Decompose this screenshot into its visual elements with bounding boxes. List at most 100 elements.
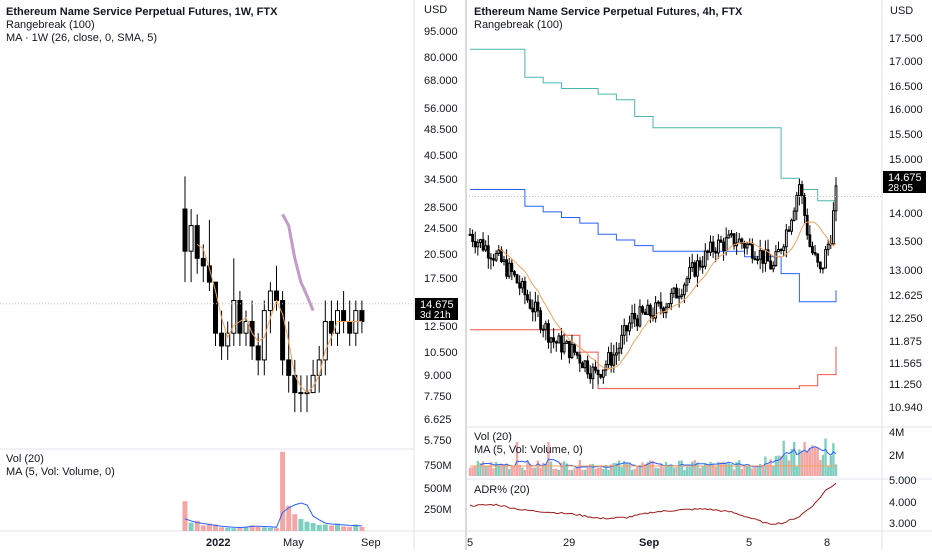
right-ma-line <box>498 221 837 370</box>
right-candle <box>479 239 482 243</box>
left-price-axis[interactable]: USD 95.000 80.000 68.000 56.000 48.500 4… <box>424 4 458 516</box>
right-volume-bar <box>489 462 493 476</box>
left-volume-bar <box>261 527 267 531</box>
right-candle <box>573 343 576 353</box>
left-volume-ma-line <box>184 502 362 529</box>
left-volume-bar <box>200 525 206 531</box>
right-volume-bar <box>722 461 725 476</box>
right-volume-bar <box>657 468 660 476</box>
right-candle <box>756 258 759 261</box>
left-legend[interactable]: Ethereum Name Service Perpetual Futures,… <box>6 6 277 45</box>
left-candle <box>194 225 200 259</box>
right-y-tick: 10.940 <box>889 402 923 414</box>
right-vol-legend[interactable]: Vol (20) MA (5, Vol: Volume, 0) <box>474 431 583 457</box>
right-candle <box>795 194 799 212</box>
left-volume-bar <box>316 524 322 531</box>
right-candle <box>557 335 561 344</box>
right-candle <box>499 249 503 262</box>
right-volume-bar <box>526 460 529 476</box>
left-volume-bar <box>341 526 347 531</box>
right-candle <box>656 301 660 304</box>
right-volume-bar <box>625 463 629 476</box>
right-candle <box>664 306 668 314</box>
right-volume-bar <box>560 462 563 476</box>
right-candle <box>570 343 574 359</box>
left-legend-ma[interactable]: MA · 1W (26, close, 0, SMA, 5) <box>6 32 157 44</box>
right-candle <box>745 243 749 249</box>
right-volume-bar <box>508 469 511 476</box>
right-candle <box>620 334 624 349</box>
left-candle <box>359 310 365 322</box>
right-adr-legend-label[interactable]: ADR% (20) <box>474 484 530 496</box>
right-volume-bar <box>633 468 636 476</box>
right-legend-rangebreak[interactable]: Rangebreak (100) <box>474 19 563 31</box>
left-y-tick: 10.500 <box>424 347 458 359</box>
right-volume-bar <box>565 463 568 476</box>
right-candle <box>727 234 731 239</box>
right-adr-tick: 3.000 <box>889 518 917 530</box>
right-adr-pane[interactable] <box>469 482 837 525</box>
right-volume-bar <box>573 468 576 476</box>
right-volume-bar <box>787 460 791 476</box>
left-y-tick: 48.500 <box>424 124 458 136</box>
right-volume-bar <box>709 461 712 476</box>
right-adr-tick: 5.000 <box>889 475 917 487</box>
right-volume-bar <box>471 466 474 476</box>
right-candle <box>547 323 550 343</box>
right-volume-bar <box>528 463 532 476</box>
right-candle <box>675 287 678 299</box>
left-volume-bar <box>243 526 249 531</box>
right-volume-bar <box>479 463 482 476</box>
left-candle <box>188 225 194 252</box>
left-x-tick: Sep <box>361 537 381 549</box>
left-candle <box>267 290 273 312</box>
right-volume-bar <box>782 440 785 476</box>
left-volume-bar <box>298 518 304 531</box>
left-candle <box>322 320 328 361</box>
left-y-tick: 28.500 <box>424 202 458 214</box>
right-candle <box>630 313 634 324</box>
left-candle <box>261 310 267 361</box>
right-volume-pane[interactable] <box>468 438 838 476</box>
right-candle <box>575 351 579 356</box>
left-time-axis[interactable]: 2022 May Sep <box>206 537 381 549</box>
right-price-axis[interactable]: USD 17.500 17.000 16.500 16.000 15.500 1… <box>889 5 923 530</box>
right-candle <box>685 278 689 286</box>
right-vol-tick: 2M <box>889 450 904 462</box>
right-candle <box>607 352 610 366</box>
left-volume-bar <box>335 523 340 531</box>
right-volume-bar <box>785 454 788 476</box>
left-vol-tick: 750M <box>424 460 452 472</box>
right-vol-legend-ma[interactable]: MA (5, Vol: Volume, 0) <box>474 444 583 456</box>
right-candle <box>489 257 493 260</box>
right-x-tick: 29 <box>563 537 575 549</box>
right-y-tick: 11.250 <box>889 379 922 391</box>
right-time-axis[interactable]: 5 29 Sep 5 8 <box>467 537 830 549</box>
right-volume-bar <box>602 469 605 476</box>
right-price-pane[interactable] <box>466 48 882 390</box>
right-volume-bar <box>738 460 741 476</box>
right-vol-legend-vol[interactable]: Vol (20) <box>474 431 512 443</box>
right-volume-bar <box>751 468 754 476</box>
left-y-tick: 5.750 <box>424 435 452 447</box>
right-y-tick: 13.000 <box>889 265 923 277</box>
left-vol-legend-ma[interactable]: MA (5, Vol: Volume, 0) <box>6 466 115 478</box>
left-price-pane[interactable] <box>0 176 414 413</box>
right-candle <box>541 328 545 331</box>
left-vol-tick: 500M <box>424 483 452 495</box>
right-adr-legend[interactable]: ADR% (20) <box>474 484 530 497</box>
right-volume-bar <box>667 466 670 476</box>
right-legend[interactable]: Ethereum Name Service Perpetual Futures,… <box>474 6 742 32</box>
left-volume-pane[interactable] <box>182 451 365 531</box>
right-volume-bar <box>803 442 806 476</box>
left-vol-legend[interactable]: Vol (20) MA (5, Vol: Volume, 0) <box>6 453 115 479</box>
left-volume-bar <box>347 526 353 531</box>
left-vol-legend-vol[interactable]: Vol (20) <box>6 453 44 465</box>
right-volume-bar <box>808 447 812 476</box>
right-volume-bar <box>494 462 498 476</box>
right-volume-bar <box>531 467 534 476</box>
left-legend-rangebreak[interactable]: Rangebreak (100) <box>6 19 95 31</box>
right-candle <box>709 241 712 253</box>
right-volume-bar <box>714 467 717 476</box>
